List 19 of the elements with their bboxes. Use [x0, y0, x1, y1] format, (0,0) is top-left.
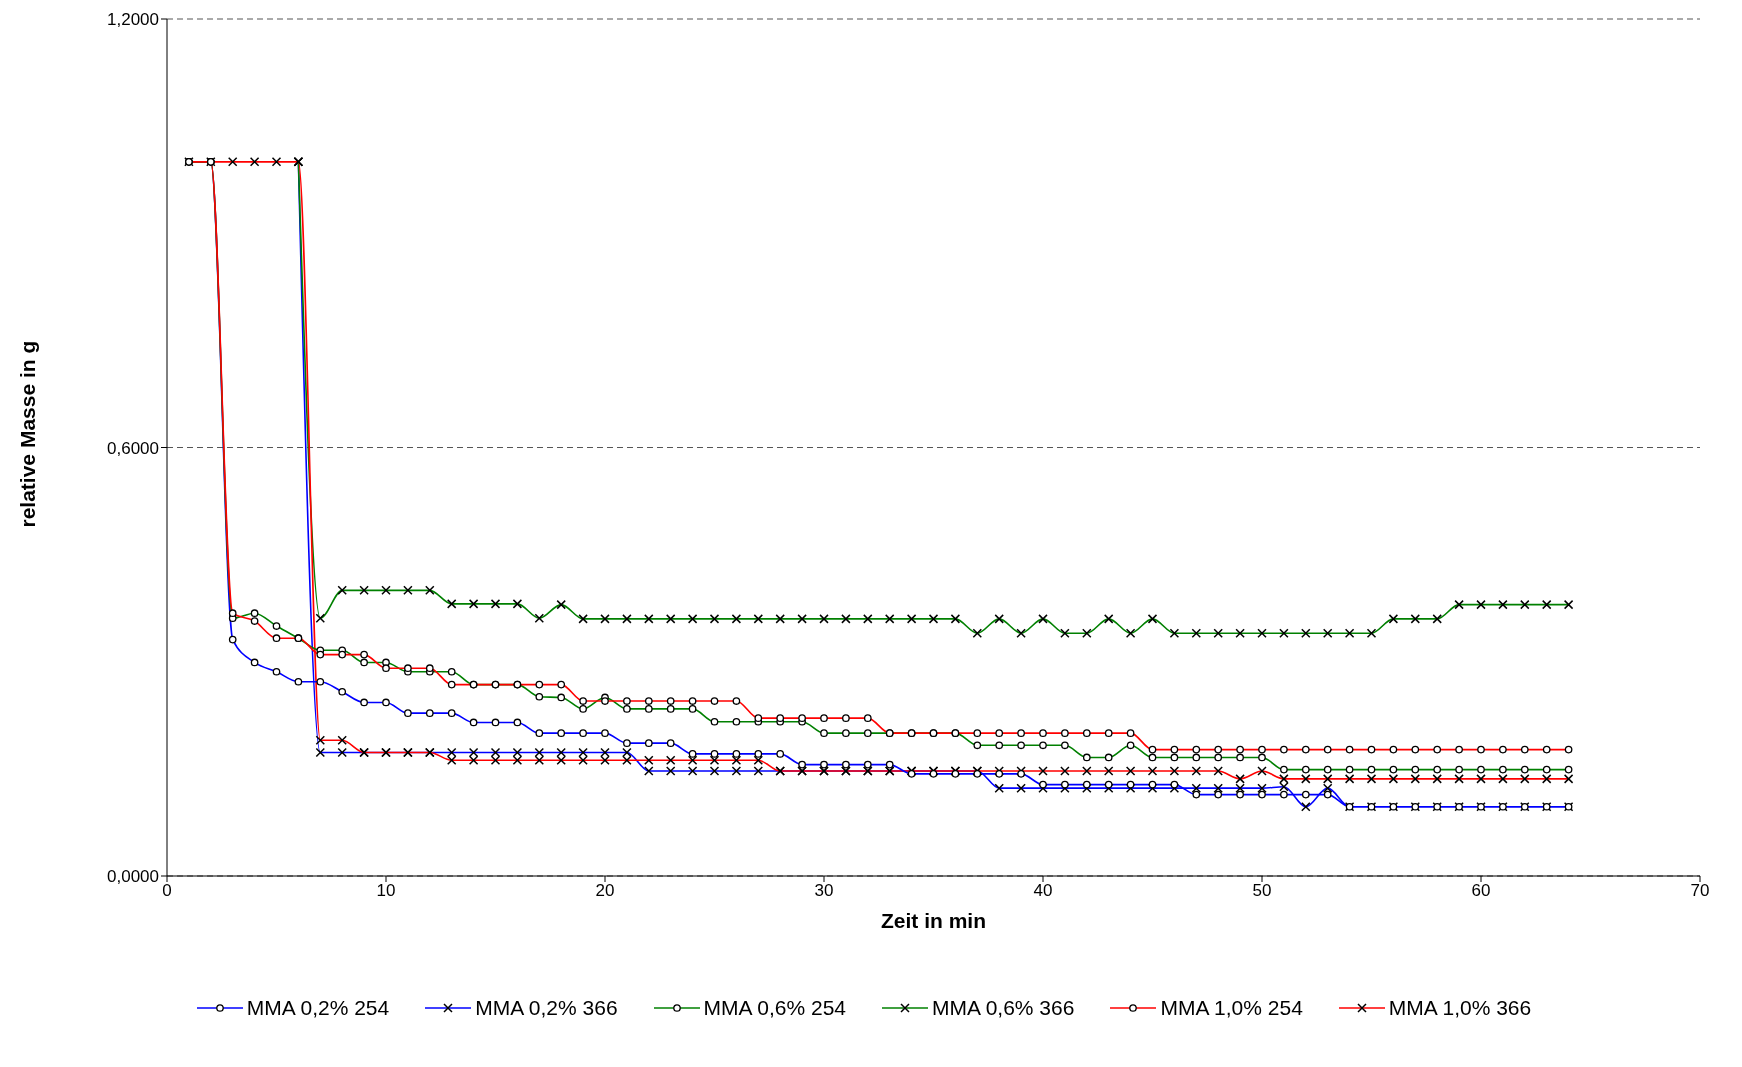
- legend-label: MMA 0,6% 366: [932, 996, 1075, 1020]
- legend-label: MMA 0,6% 254: [703, 996, 846, 1020]
- x-tick-label: 60: [1471, 881, 1491, 901]
- legend-label: MMA 1,0% 254: [1160, 996, 1303, 1020]
- x-tick-label: 10: [376, 881, 396, 901]
- legend-label: MMA 1,0% 366: [1388, 996, 1532, 1020]
- y-tick-label: 1,2000: [107, 10, 159, 30]
- x-tick-label: 0: [162, 881, 172, 901]
- y-tick-label: 0,0000: [107, 867, 159, 887]
- x-tick-label: 20: [595, 881, 615, 901]
- x-tick-label: 40: [1033, 881, 1053, 901]
- x-tick-label: 50: [1252, 881, 1272, 901]
- x-tick-label: 70: [1690, 881, 1710, 901]
- legend-label: MMA 0,2% 254: [246, 996, 390, 1020]
- y-axis-title: relative Masse in g: [16, 340, 40, 528]
- y-tick-label: 0,6000: [107, 438, 159, 458]
- x-axis-title: Zeit in min: [881, 909, 986, 932]
- x-tick-label: 30: [814, 881, 834, 901]
- legend-label: MMA 0,2% 366: [475, 996, 618, 1020]
